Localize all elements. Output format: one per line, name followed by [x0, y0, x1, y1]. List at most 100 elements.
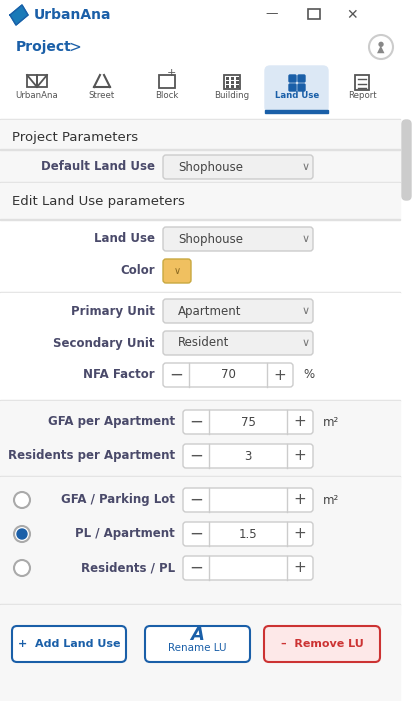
Text: −: − — [189, 413, 202, 431]
Bar — [0, 119, 399, 120]
Text: ∨: ∨ — [301, 234, 309, 244]
FancyBboxPatch shape — [264, 66, 327, 112]
Text: ▲: ▲ — [376, 44, 384, 54]
Text: Shophouse: Shophouse — [178, 161, 242, 174]
Text: ∨: ∨ — [173, 266, 180, 276]
Text: NFA Factor: NFA Factor — [83, 369, 154, 381]
Polygon shape — [10, 5, 28, 25]
Bar — [0, 293, 399, 411]
Text: 70: 70 — [220, 369, 235, 381]
FancyBboxPatch shape — [288, 75, 295, 82]
Bar — [230, 81, 233, 84]
Bar — [159, 75, 175, 88]
Text: Rename LU: Rename LU — [167, 643, 225, 653]
Bar — [0, 477, 399, 615]
FancyBboxPatch shape — [183, 444, 312, 468]
Bar — [0, 182, 399, 183]
Text: ∨: ∨ — [301, 338, 309, 348]
Text: UrbanAna: UrbanAna — [34, 8, 111, 22]
Text: GFA per Apartment: GFA per Apartment — [48, 416, 175, 428]
Text: −: − — [189, 491, 202, 509]
Text: Report: Report — [347, 90, 375, 100]
Text: +: + — [293, 414, 306, 430]
Bar — [235, 81, 238, 84]
Text: Land Use: Land Use — [274, 90, 318, 100]
Bar — [0, 30, 399, 64]
Text: Residents / PL: Residents / PL — [81, 562, 175, 575]
Text: +: + — [293, 526, 306, 541]
Text: Primary Unit: Primary Unit — [71, 304, 154, 318]
Text: +: + — [293, 449, 306, 463]
Bar — [37, 75, 47, 87]
Text: Block: Block — [155, 90, 178, 100]
FancyBboxPatch shape — [288, 84, 295, 91]
FancyBboxPatch shape — [183, 556, 312, 580]
Text: A: A — [190, 626, 204, 644]
FancyBboxPatch shape — [145, 626, 249, 662]
FancyBboxPatch shape — [183, 488, 312, 512]
Text: 1.5: 1.5 — [238, 527, 257, 540]
Text: ∨: ∨ — [301, 162, 309, 172]
Text: GFA / Parking Lot: GFA / Parking Lot — [61, 494, 175, 507]
Text: Color: Color — [120, 264, 154, 276]
Text: Apartment: Apartment — [178, 304, 241, 318]
FancyBboxPatch shape — [401, 120, 410, 200]
Text: ∨: ∨ — [301, 306, 309, 316]
FancyBboxPatch shape — [263, 626, 379, 662]
Circle shape — [14, 492, 30, 508]
Bar — [225, 81, 228, 84]
Bar — [235, 85, 238, 88]
FancyBboxPatch shape — [297, 84, 304, 91]
Text: Project: Project — [16, 40, 71, 54]
FancyBboxPatch shape — [163, 155, 312, 179]
FancyBboxPatch shape — [183, 522, 312, 546]
Bar — [27, 75, 37, 87]
Bar — [0, 0, 413, 30]
Bar — [307, 9, 319, 19]
Text: Building: Building — [214, 90, 249, 100]
Text: Land Use: Land Use — [94, 231, 154, 245]
Bar — [230, 77, 233, 80]
Bar — [0, 183, 399, 219]
Text: 3: 3 — [244, 449, 251, 463]
Bar — [0, 149, 399, 150]
Text: −: − — [189, 447, 202, 465]
Text: +: + — [273, 367, 286, 383]
Bar — [0, 604, 399, 605]
Text: m²: m² — [322, 416, 338, 428]
Text: +: + — [166, 68, 175, 78]
Bar — [0, 401, 399, 489]
Text: Resident: Resident — [178, 336, 229, 350]
Bar — [0, 64, 399, 120]
Text: ●: ● — [377, 41, 383, 47]
Text: Shophouse: Shophouse — [178, 233, 242, 245]
Bar — [223, 75, 240, 89]
Text: PL / Apartment: PL / Apartment — [75, 527, 175, 540]
Text: +: + — [293, 493, 306, 508]
FancyBboxPatch shape — [183, 410, 312, 434]
Bar — [0, 292, 399, 293]
Text: —: — — [265, 8, 278, 20]
FancyBboxPatch shape — [297, 75, 304, 82]
FancyBboxPatch shape — [163, 299, 312, 323]
Text: UrbanAna: UrbanAna — [16, 90, 58, 100]
Text: Residents per Apartment: Residents per Apartment — [8, 449, 175, 463]
Text: −: − — [189, 559, 202, 577]
Bar — [225, 85, 228, 88]
Text: Street: Street — [89, 90, 115, 100]
Text: Default Land Use: Default Land Use — [41, 160, 154, 172]
FancyBboxPatch shape — [12, 626, 126, 662]
Bar — [230, 85, 233, 88]
Text: Secondary Unit: Secondary Unit — [53, 336, 154, 350]
Bar — [399, 0, 413, 701]
Text: 75: 75 — [240, 416, 255, 428]
FancyBboxPatch shape — [163, 331, 312, 355]
Text: m²: m² — [322, 494, 338, 507]
Circle shape — [17, 529, 27, 539]
Text: >: > — [68, 39, 81, 55]
Bar — [0, 219, 399, 220]
Text: Project Parameters: Project Parameters — [12, 130, 138, 144]
Text: +  Add Land Use: + Add Land Use — [18, 639, 120, 649]
FancyBboxPatch shape — [163, 259, 190, 283]
Circle shape — [14, 526, 30, 542]
